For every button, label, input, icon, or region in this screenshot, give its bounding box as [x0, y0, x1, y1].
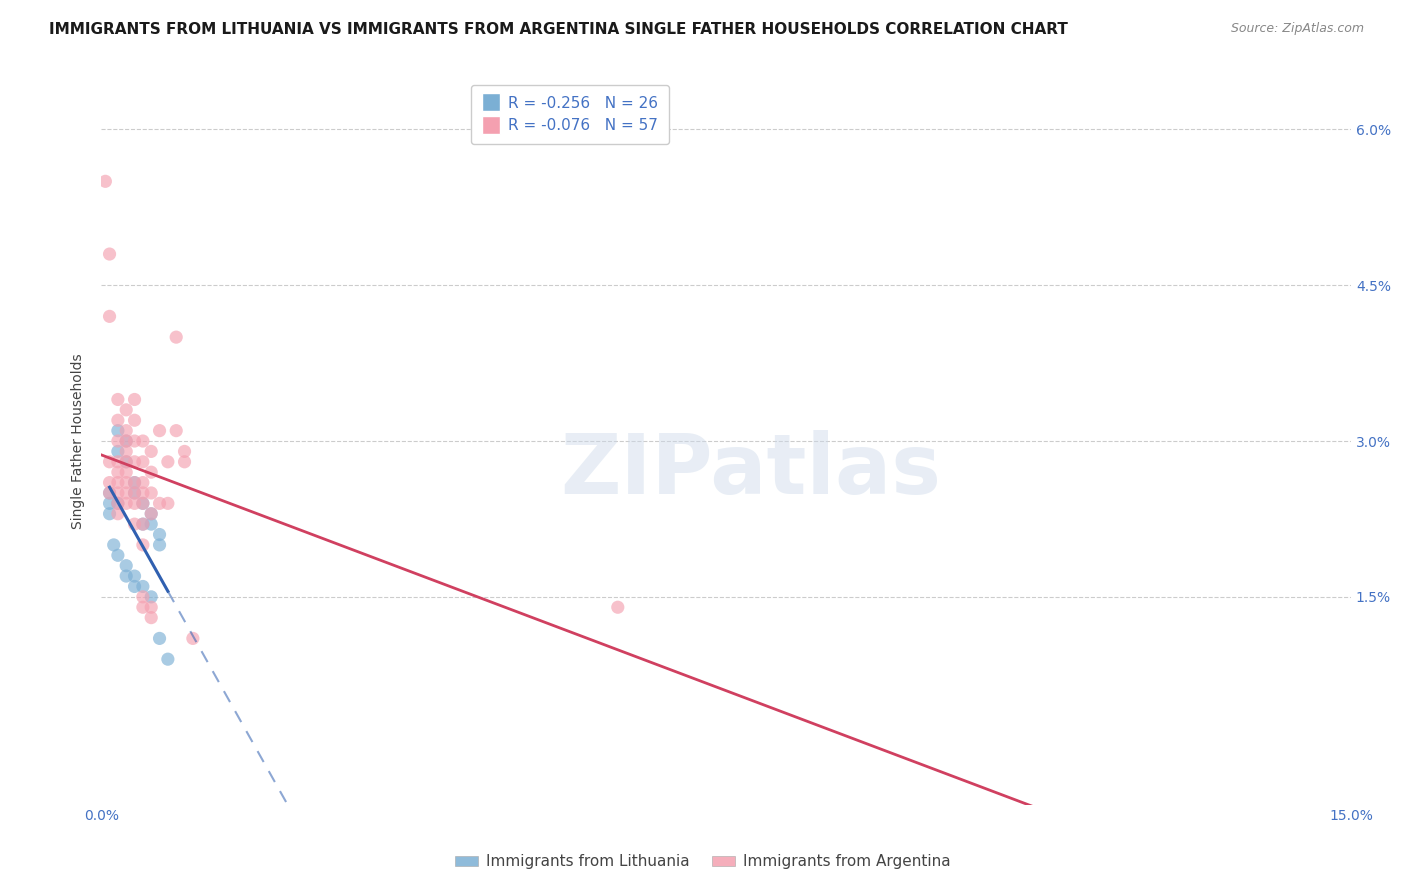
Point — [132, 538, 155, 552]
Point — [103, 538, 125, 552]
Point — [107, 434, 129, 448]
Point — [107, 496, 129, 510]
Point — [115, 486, 138, 500]
Point — [141, 590, 163, 604]
Point — [107, 465, 129, 479]
Legend: R = -0.256   N = 26, R = -0.076   N = 57: R = -0.256 N = 26, R = -0.076 N = 57 — [471, 85, 669, 145]
Text: Source: ZipAtlas.com: Source: ZipAtlas.com — [1230, 22, 1364, 36]
Point — [107, 413, 129, 427]
Point — [98, 247, 121, 261]
Point — [98, 507, 121, 521]
Point — [141, 507, 163, 521]
Point — [132, 517, 155, 532]
Y-axis label: Single Father Households: Single Father Households — [72, 353, 86, 529]
Point — [107, 496, 129, 510]
Point — [115, 444, 138, 458]
Point — [173, 444, 195, 458]
Point — [141, 465, 163, 479]
Point — [107, 455, 129, 469]
Point — [181, 632, 204, 646]
Point — [132, 496, 155, 510]
Point — [115, 434, 138, 448]
Point — [141, 444, 163, 458]
Point — [107, 507, 129, 521]
Point — [98, 310, 121, 324]
Point — [148, 527, 170, 541]
Point — [115, 402, 138, 417]
Point — [148, 538, 170, 552]
Point — [165, 330, 187, 344]
Text: ZIPatlas: ZIPatlas — [561, 430, 942, 510]
Point — [94, 174, 117, 188]
Point — [141, 600, 163, 615]
Point — [98, 475, 121, 490]
Point — [141, 517, 163, 532]
Point — [132, 600, 155, 615]
Point — [141, 610, 163, 624]
Point — [141, 486, 163, 500]
Point — [107, 549, 129, 563]
Point — [124, 413, 146, 427]
Point — [124, 517, 146, 532]
Point — [148, 496, 170, 510]
Point — [124, 496, 146, 510]
Point — [107, 486, 129, 500]
Point — [124, 569, 146, 583]
Point — [132, 486, 155, 500]
Point — [115, 475, 138, 490]
Point — [124, 475, 146, 490]
Point — [124, 455, 146, 469]
Point — [156, 496, 179, 510]
Point — [115, 569, 138, 583]
Point — [124, 486, 146, 500]
Point — [132, 475, 155, 490]
Point — [107, 475, 129, 490]
Point — [124, 486, 146, 500]
Point — [124, 434, 146, 448]
Legend: Immigrants from Lithuania, Immigrants from Argentina: Immigrants from Lithuania, Immigrants fr… — [450, 848, 956, 875]
Point — [98, 486, 121, 500]
Point — [115, 465, 138, 479]
Point — [115, 455, 138, 469]
Point — [156, 652, 179, 666]
Point — [132, 496, 155, 510]
Point — [107, 392, 129, 407]
Point — [132, 579, 155, 593]
Point — [148, 424, 170, 438]
Point — [132, 455, 155, 469]
Point — [132, 517, 155, 532]
Point — [148, 632, 170, 646]
Point — [115, 496, 138, 510]
Point — [124, 475, 146, 490]
Point — [141, 507, 163, 521]
Point — [115, 424, 138, 438]
Point — [115, 455, 138, 469]
Point — [124, 392, 146, 407]
Text: IMMIGRANTS FROM LITHUANIA VS IMMIGRANTS FROM ARGENTINA SINGLE FATHER HOUSEHOLDS : IMMIGRANTS FROM LITHUANIA VS IMMIGRANTS … — [49, 22, 1069, 37]
Point — [107, 424, 129, 438]
Point — [132, 434, 155, 448]
Point — [115, 434, 138, 448]
Point — [98, 455, 121, 469]
Point — [173, 455, 195, 469]
Point — [606, 600, 628, 615]
Point — [98, 496, 121, 510]
Point — [156, 455, 179, 469]
Point — [132, 590, 155, 604]
Point — [98, 486, 121, 500]
Point — [124, 579, 146, 593]
Point — [115, 558, 138, 573]
Point — [107, 444, 129, 458]
Point — [165, 424, 187, 438]
